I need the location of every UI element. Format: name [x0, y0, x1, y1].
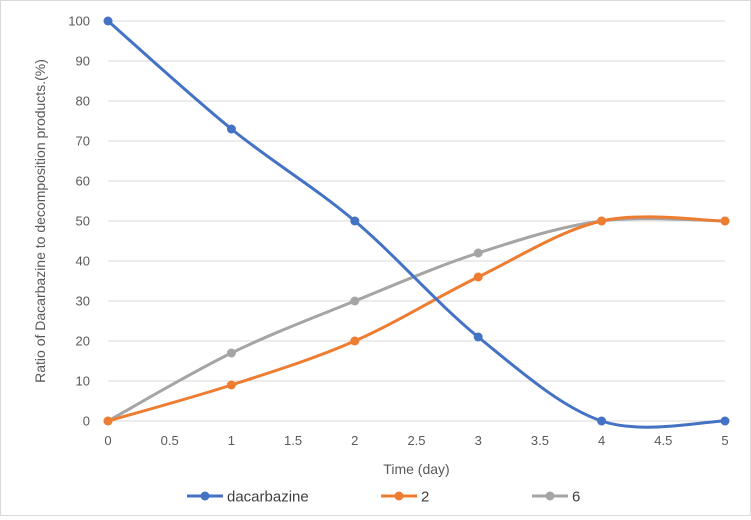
x-axis-title: Time (day): [383, 461, 449, 477]
series-line-dacarbazine: [106, 19, 727, 429]
data-point-2: [103, 416, 113, 426]
x-tick-label: 3.5: [531, 433, 549, 448]
data-point-dacarbazine: [103, 16, 113, 26]
y-tick-label: 80: [76, 94, 90, 109]
legend-label-dacarbazine: dacarbazine: [227, 489, 309, 506]
legend-marker-6: [545, 491, 555, 501]
series-line-2: [106, 215, 727, 423]
data-point-2: [597, 216, 607, 226]
data-point-2: [226, 380, 236, 390]
x-tick-label: 0.5: [161, 433, 179, 448]
legend-marker-2: [394, 491, 404, 501]
x-tick-label: 0: [104, 433, 111, 448]
legend-label-2: 2: [421, 489, 429, 506]
x-tick-label: 2: [351, 433, 358, 448]
y-tick-label: 0: [83, 414, 90, 429]
x-tick-label: 4: [598, 433, 605, 448]
y-axis-title: Ratio of Dacarbazine to decomposition pr…: [32, 59, 48, 383]
legend-marker-dacarbazine: [200, 491, 210, 501]
legend: dacarbazine 2 6: [187, 489, 580, 506]
grid-lines: [108, 20, 725, 382]
y-tick-label: 10: [76, 374, 90, 389]
y-tick-label: 90: [76, 54, 90, 69]
x-tick-label: 1.5: [284, 433, 302, 448]
y-tick-label: 30: [76, 294, 90, 309]
x-tick-label: 4.5: [654, 433, 672, 448]
series-markers: [103, 16, 730, 426]
x-tick-label: 1: [228, 433, 235, 448]
data-point-6: [350, 296, 360, 306]
data-point-2: [473, 272, 483, 282]
data-point-2: [720, 216, 730, 226]
data-point-dacarbazine: [226, 124, 236, 134]
y-tick-label: 40: [76, 254, 90, 269]
series-line-6: [106, 217, 727, 423]
data-point-2: [350, 336, 360, 346]
y-tick-label: 50: [76, 214, 90, 229]
data-point-6: [226, 348, 236, 358]
y-tick-label: 100: [68, 14, 90, 29]
x-tick-label: 2.5: [407, 433, 425, 448]
data-point-dacarbazine: [597, 416, 607, 426]
x-tick-label: 5: [721, 433, 728, 448]
axes: 0 10 20 30 40 50 60 70 80 90 100 0 0.5 1 1.5 2 2.5 3 3.5 4 4…: [68, 14, 728, 449]
data-point-dacarbazine: [720, 416, 730, 426]
y-tick-label: 60: [76, 174, 90, 189]
series-lines: [106, 19, 727, 429]
data-point-dacarbazine: [473, 332, 483, 342]
data-point-6: [473, 248, 483, 258]
legend-label-6: 6: [572, 489, 580, 506]
y-tick-label: 20: [76, 334, 90, 349]
y-tick-label: 70: [76, 134, 90, 149]
data-point-dacarbazine: [350, 216, 360, 226]
x-tick-label: 3: [475, 433, 482, 448]
